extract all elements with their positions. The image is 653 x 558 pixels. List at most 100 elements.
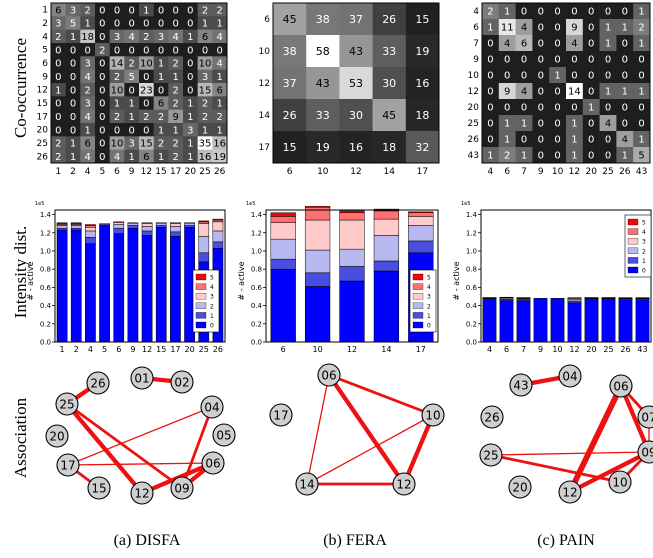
x-tick-label: 15: [156, 345, 166, 354]
au-node-label: 20: [512, 481, 527, 495]
heatmap-cell-value: 0: [554, 119, 560, 130]
heatmap-cell: [139, 149, 154, 164]
heatmap-cell-value: 0: [158, 5, 164, 16]
heatmap-cell-value: 1: [571, 135, 577, 146]
heatmap-cell: [515, 83, 533, 100]
heatmap-cell-value: 15: [283, 141, 297, 154]
bar-segment: [567, 298, 582, 302]
au-node-label: 06: [205, 457, 220, 471]
au-node-label: 17: [273, 409, 288, 423]
heatmap-cell-value: 0: [114, 5, 120, 16]
au-node-label: 12: [562, 486, 577, 500]
heatmap-cell-value: 0: [521, 103, 527, 114]
heatmap-cell: [65, 96, 81, 110]
heatmap-cell: [633, 19, 651, 36]
bar-segment: [99, 225, 110, 343]
captions: (a) DISFA (b) FERA (c) PAIN: [114, 532, 596, 549]
heatmap-col-label: 7: [521, 167, 527, 177]
x-tick-label: 4: [88, 345, 93, 354]
heatmap-cell: [124, 69, 140, 84]
au-node-label: 04: [204, 401, 219, 415]
heatmap-cell-value: 0: [143, 125, 149, 136]
heatmap-cell-value: 0: [521, 55, 527, 66]
heatmap-cell-value: 4: [84, 72, 90, 83]
heatmap-cell-value: 5: [128, 72, 134, 83]
bar-segment: [635, 297, 650, 299]
bar-segment: [516, 297, 531, 299]
heatmap-col-label: 4: [85, 167, 91, 177]
x-tick-label: 10: [552, 345, 562, 354]
legend-label: 0: [642, 268, 646, 275]
heatmap-cell: [124, 56, 140, 70]
heatmap-cell: [306, 131, 340, 164]
au-node-circle: [130, 366, 154, 390]
heatmap-cell-value: 0: [55, 72, 61, 83]
heatmap-cell-value: 2: [128, 59, 134, 70]
heatmap-cell: [124, 29, 140, 44]
heatmap-col-label: 17: [170, 167, 181, 177]
heatmap-cell: [183, 83, 198, 97]
bar-segment: [270, 222, 296, 240]
legend-swatch: [412, 283, 424, 290]
heatmap-cell: [153, 96, 169, 110]
au-node-label: 09: [174, 482, 189, 496]
au-node-label: 25: [59, 398, 74, 412]
heatmap-col-label: 20: [185, 167, 197, 177]
heatmap-cell-value: 2: [158, 139, 164, 150]
bar-segment: [113, 224, 125, 229]
y-tick-label: 0.4: [466, 302, 478, 310]
heatmap-cell-value: 0: [638, 55, 644, 66]
heatmap-col-label: 6: [114, 167, 120, 177]
x-tick-label: 12: [569, 345, 579, 354]
bar-segment: [155, 223, 167, 226]
heatmap-cell: [372, 35, 407, 68]
heatmap-col-label: 1: [55, 167, 61, 177]
heatmap-cell-value: 2: [202, 99, 208, 110]
plot-frame: [54, 209, 226, 343]
heatmap-col-label: 4: [488, 167, 494, 177]
heatmap-cell: [599, 99, 617, 116]
heatmap-cell-value: 5: [70, 19, 76, 30]
x-tick-label: 6: [281, 345, 286, 354]
au-node-20: 20: [508, 475, 532, 499]
x-tick-label: 6: [504, 345, 509, 354]
au-node-25: 25: [479, 443, 503, 467]
heatmap-cell-value: 1: [128, 152, 134, 163]
bar-segment: [212, 241, 224, 249]
heatmap-cell-value: 0: [158, 85, 164, 96]
y-axis-label: # - active: [452, 261, 461, 300]
heatmap-cell: [549, 67, 567, 84]
bar-segment: [339, 280, 365, 343]
heatmap-cell: [168, 109, 184, 124]
heatmap-cell-value: 0: [571, 103, 577, 114]
heatmap-cell-value: 2: [55, 152, 61, 163]
heatmap-cell: [168, 149, 184, 164]
heatmap-cell-value: 6: [55, 5, 61, 16]
heatmap-cell-value: 1: [521, 119, 527, 130]
heatmap-col-label: 43: [636, 167, 647, 177]
bar-segment: [339, 266, 365, 282]
heatmap-cell: [124, 123, 140, 137]
heatmap-cell: [183, 136, 198, 150]
y-axis-label: # - active: [237, 261, 246, 300]
heatmap-cell-value: 58: [316, 45, 330, 58]
heatmap-cell-value: 0: [554, 23, 560, 34]
heatmap-cell-value: 1: [216, 19, 222, 30]
heatmap-cell: [532, 3, 550, 20]
heatmap-cell: [405, 131, 440, 164]
heatmap-cell: [197, 136, 213, 150]
heatmap-cell-value: 2: [216, 5, 222, 16]
heatmap-cell-value: 0: [588, 7, 594, 18]
heatmap-cell: [616, 51, 634, 68]
au-node-label: 26: [484, 411, 499, 425]
heatmap-cell-value: 2: [172, 99, 178, 110]
heatmap-cell-value: 0: [538, 55, 544, 66]
heatmap-cell: [549, 131, 567, 148]
heatmap-cell: [95, 3, 110, 17]
heatmap-cell-value: 2: [55, 32, 61, 43]
y-tick-label: 1.0: [251, 247, 262, 255]
heatmap-cell: [95, 123, 110, 137]
heatmap-cell-value: 0: [187, 19, 193, 30]
heatmap-row-label: 25: [468, 119, 479, 129]
